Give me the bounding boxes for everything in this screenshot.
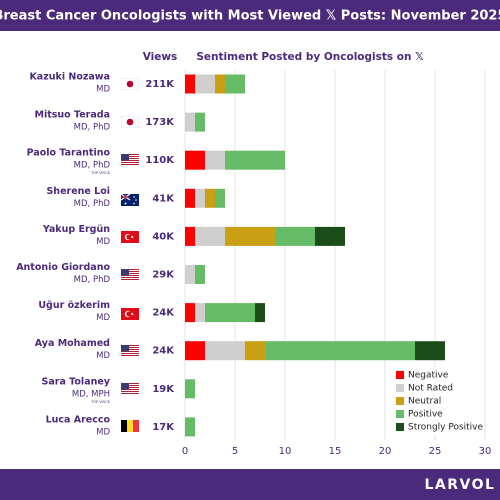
person-name: Uğur özkerim <box>38 300 110 311</box>
bar-segment <box>255 303 265 323</box>
bar-segment <box>205 150 225 170</box>
bar-segment <box>215 74 225 94</box>
brand: LARVOL <box>425 477 496 493</box>
badge: TOP VOICE <box>90 171 110 175</box>
person-degree: MD, PhD <box>74 275 111 285</box>
views: 24K <box>152 308 175 319</box>
x-tick-label: 25 <box>429 446 442 457</box>
bar-segment <box>185 226 195 246</box>
views: 211K <box>145 79 175 90</box>
legend-label: Neutral <box>408 397 441 407</box>
person-degree: MD, PhD <box>74 199 111 209</box>
bar-segment <box>265 341 415 361</box>
views: 110K <box>145 155 175 166</box>
bar-segment <box>225 226 275 246</box>
bar-segment <box>215 188 225 208</box>
legend-label: Strongly Positive <box>408 423 484 433</box>
bar-segment <box>185 150 205 170</box>
views: 40K <box>152 231 175 242</box>
x-tick-label: 15 <box>329 446 342 457</box>
person-name: Luca Arecco <box>46 414 111 425</box>
bar-segment <box>415 341 445 361</box>
legend-swatch <box>396 384 404 392</box>
views: 29K <box>152 270 175 281</box>
legend-swatch <box>396 397 404 405</box>
bar-segment <box>185 341 205 361</box>
person-degree: MD <box>96 85 110 95</box>
footer-bar <box>0 469 500 500</box>
bar-segment <box>205 188 215 208</box>
bar-segment <box>195 303 205 323</box>
person-name: Mitsuo Terada <box>35 110 110 121</box>
bar-segment <box>315 226 345 246</box>
bar-segment <box>195 265 205 284</box>
chart-title: Breast Cancer Oncologists with Most View… <box>0 9 500 24</box>
legend-box <box>393 367 477 435</box>
bar-segment <box>185 74 195 94</box>
x-tick-label: 30 <box>479 446 492 457</box>
bar-segment <box>185 112 195 132</box>
person-name: Aya Mohamed <box>35 338 110 349</box>
x-tick-label: 10 <box>279 446 292 457</box>
bar-segment <box>195 112 205 132</box>
bar-segment <box>245 341 265 361</box>
bar-segment <box>225 74 245 94</box>
person-name: Sherene Loi <box>46 186 110 197</box>
views: 173K <box>145 117 175 128</box>
views: 17K <box>152 422 175 433</box>
x-tick-label: 0 <box>182 446 188 457</box>
header-bar <box>0 0 500 31</box>
x-tick-label: 20 <box>379 446 392 457</box>
legend-label: Positive <box>408 410 443 420</box>
person-name: Yakup Ergün <box>42 224 110 235</box>
views: 19K <box>152 384 175 395</box>
legend-swatch <box>396 410 404 418</box>
bar-segment <box>275 226 315 246</box>
bar-segment <box>195 74 215 94</box>
person-degree: MD <box>96 427 110 437</box>
person-degree: MD, MPH <box>72 389 110 399</box>
views: 41K <box>152 193 175 204</box>
person-name: Kazuki Nozawa <box>29 72 110 83</box>
flags <box>121 78 139 432</box>
badge: TOP VOICE <box>90 400 110 404</box>
legend-label: Negative <box>408 371 449 381</box>
bar-segment <box>185 417 195 437</box>
legend-swatch <box>396 371 404 379</box>
bar-segment <box>195 188 205 208</box>
person-name: Paolo Tarantino <box>27 148 111 159</box>
person-degree: MD, PhD <box>74 161 111 171</box>
x-tick-label: 5 <box>232 446 238 457</box>
person-degree: MD, PhD <box>74 123 111 133</box>
person-degree: MD <box>96 351 110 361</box>
bar-segment <box>195 226 225 246</box>
views-header: Views <box>143 51 178 63</box>
views: 24K <box>152 346 175 357</box>
bar-segment <box>185 303 195 323</box>
person-degree: MD <box>96 313 110 323</box>
bar-segment <box>205 341 245 361</box>
bar-segment <box>205 303 255 323</box>
legend-swatch <box>396 423 404 431</box>
person-name: Antonio Giordano <box>16 262 110 273</box>
sentiment-header: Sentiment Posted by Oncologists on 𝕏 <box>196 51 424 63</box>
legend-label: Not Rated <box>408 384 453 394</box>
bar-segment <box>185 379 195 399</box>
person-name: Sara Tolaney <box>42 376 111 387</box>
person-degree: MD <box>96 237 110 247</box>
bar-segment <box>185 265 195 284</box>
bar-segment <box>185 188 195 208</box>
bar-segment <box>225 150 285 170</box>
